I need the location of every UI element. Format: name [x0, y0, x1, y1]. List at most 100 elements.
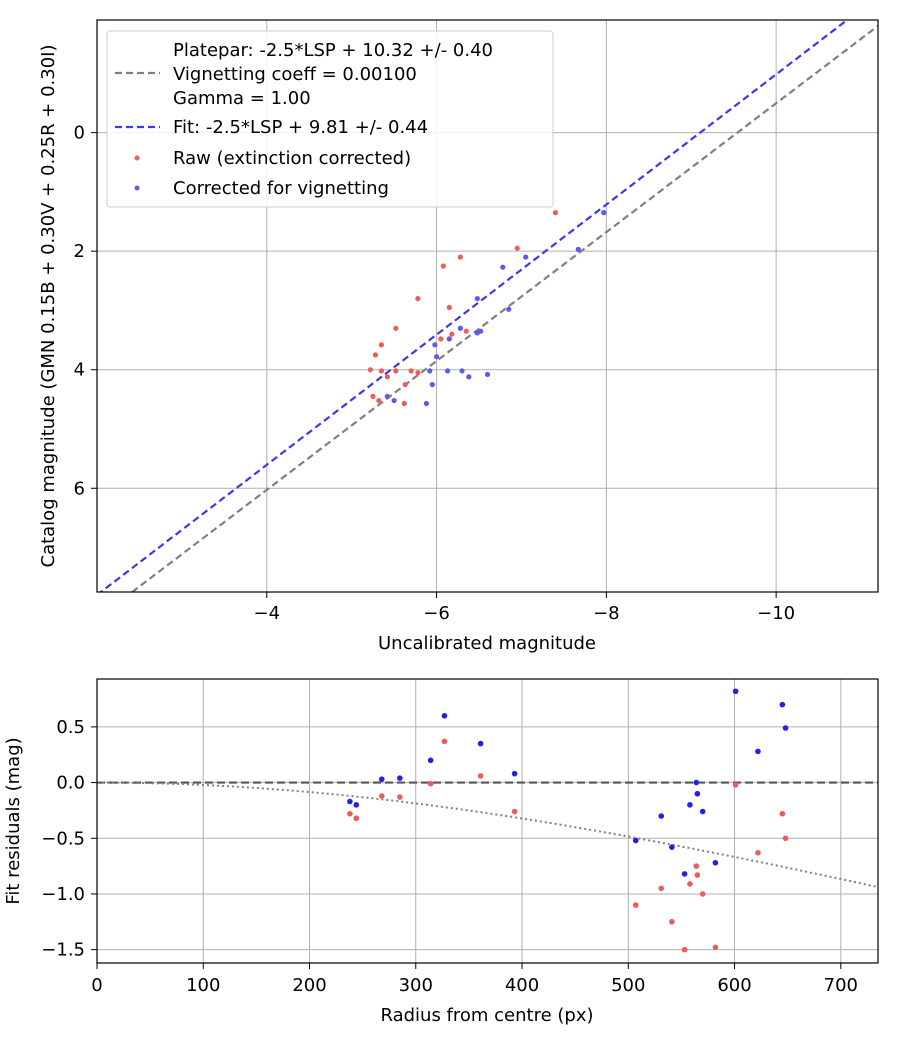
corrected-point	[484, 371, 491, 378]
corrected-residual-point	[694, 790, 701, 797]
raw-residual-point	[477, 773, 484, 779]
corrected-residual-point	[427, 757, 434, 764]
bottom-reference-lines	[97, 781, 878, 888]
raw-residual-point	[441, 738, 448, 745]
bottom-x-tick-label: 600	[717, 975, 751, 996]
top-x-tick-label: −8	[593, 603, 620, 624]
raw-residual-point	[681, 946, 688, 953]
legend: Platepar: -2.5*LSP + 10.32 +/- 0.40 Vign…	[106, 30, 554, 208]
top-x-tick-label: −10	[757, 603, 795, 624]
corrected-residual-point	[658, 813, 665, 819]
raw-residual-point	[347, 810, 353, 817]
legend-vignetting-label: Vignetting coeff = 0.00100	[173, 64, 417, 85]
raw-residual-point	[782, 835, 789, 842]
corrected-residual-point	[477, 740, 484, 747]
top-platepar-line	[130, 25, 878, 592]
corrected-point	[474, 330, 480, 336]
bottom-y-tick-label: −0.5	[41, 828, 85, 849]
corrected-point	[506, 306, 512, 312]
bottom-tick-labels: 0 100 200 300 400 500 600 700 0.5 0.0 −0.5 −1.0 −1.5	[41, 717, 858, 996]
raw-point	[415, 370, 421, 376]
raw-residual-point	[732, 782, 739, 788]
bottom-x-tick-label: 100	[186, 975, 220, 996]
raw-residual-point	[378, 793, 385, 799]
corrected-point	[427, 368, 433, 374]
corrected-residual-point	[511, 770, 518, 777]
raw-residual-point	[632, 902, 639, 908]
corrected-residual-point	[347, 798, 353, 805]
corrected-point	[433, 354, 440, 360]
bottom-x-axis-label: Radius from centre (px)	[380, 1005, 593, 1026]
raw-residual-point	[693, 863, 700, 869]
raw-point	[378, 368, 384, 374]
raw-residual-point	[353, 815, 360, 822]
legend-corrected-marker	[134, 185, 140, 191]
raw-point	[370, 393, 376, 399]
raw-point	[376, 397, 382, 404]
corrected-residual-point	[397, 775, 403, 781]
corrected-point	[459, 368, 465, 374]
corrected-point	[457, 325, 463, 331]
corrected-residual-point	[693, 779, 700, 786]
corrected-residual-point	[779, 701, 786, 708]
top-x-tick-label: −6	[423, 603, 450, 624]
top-y-tick-label: 2	[74, 241, 85, 262]
top-tick-labels: −4 −6 −8 −10 0 2 4 6	[74, 123, 796, 624]
raw-point	[393, 368, 399, 374]
top-y-tick-label: 6	[74, 478, 85, 499]
corrected-residual-point	[681, 871, 688, 877]
top-y-tick-label: 0	[74, 123, 85, 144]
corrected-residual-point	[687, 802, 693, 808]
bottom-x-tick-label: 700	[824, 975, 858, 996]
raw-residual-point	[397, 794, 403, 800]
corrected-residual-point	[712, 859, 719, 866]
bottom-y-tick-label: −1.5	[41, 940, 85, 961]
corrected-point	[466, 374, 472, 380]
raw-point	[514, 245, 520, 251]
raw-point	[552, 210, 559, 216]
raw-residual-point	[779, 810, 786, 817]
raw-residual-point	[669, 918, 675, 925]
bottom-y-tick-label: 0.5	[56, 717, 85, 738]
raw-point	[440, 263, 446, 269]
corrected-residual-point	[353, 802, 360, 808]
corrected-residual-point	[699, 808, 706, 815]
raw-residual-point	[699, 891, 706, 897]
corrected-residual-point	[755, 748, 761, 755]
raw-point	[438, 336, 444, 342]
corrected-point	[432, 342, 438, 348]
raw-point	[415, 295, 421, 302]
legend-gamma-label: Gamma = 1.00	[173, 88, 311, 109]
corrected-residual-point	[441, 712, 448, 719]
raw-point	[378, 342, 384, 348]
top-y-axis-label: Catalog magnitude (GMN 0.15B + 0.30V + 0…	[38, 44, 59, 567]
raw-point	[401, 400, 407, 407]
bottom-x-tick-label: 500	[611, 975, 645, 996]
corrected-point	[445, 368, 451, 374]
raw-point	[384, 374, 390, 380]
residuals-plot: 0 100 200 300 400 500 600 700 0.5 0.0 −0.5 −1.0 −1.5…	[3, 678, 879, 1026]
legend-corrected-label: Corrected for vignetting	[173, 178, 389, 199]
corrected-point	[423, 400, 429, 407]
bottom-plot-frame	[96, 678, 879, 964]
bottom-y-tick-label: −1.0	[41, 884, 85, 905]
calibration-plot: −4 −6 −8 −10 0 2 4 6 Uncalibrated magnitude Cat…	[38, 19, 879, 654]
corrected-residual-point	[732, 688, 739, 695]
bottom-x-tick-label: 200	[292, 975, 326, 996]
bottom-y-tick-label: 0.0	[56, 773, 85, 794]
raw-residual-point	[755, 849, 761, 856]
raw-point	[402, 381, 408, 388]
legend-platepar-label: Platepar: -2.5*LSP + 10.32 +/- 0.40	[173, 40, 493, 61]
raw-residual-point	[427, 780, 434, 787]
corrected-point	[523, 254, 529, 260]
raw-residual-point	[687, 881, 693, 887]
corrected-point	[384, 393, 390, 399]
legend-raw-label: Raw (extinction corrected)	[173, 148, 411, 169]
raw-point	[463, 328, 469, 334]
corrected-residual-point	[782, 725, 789, 731]
top-fit-line	[99, 20, 849, 592]
vignetting-curve	[97, 781, 878, 888]
raw-residual-point	[658, 885, 665, 892]
bottom-x-tick-label: 300	[399, 975, 433, 996]
